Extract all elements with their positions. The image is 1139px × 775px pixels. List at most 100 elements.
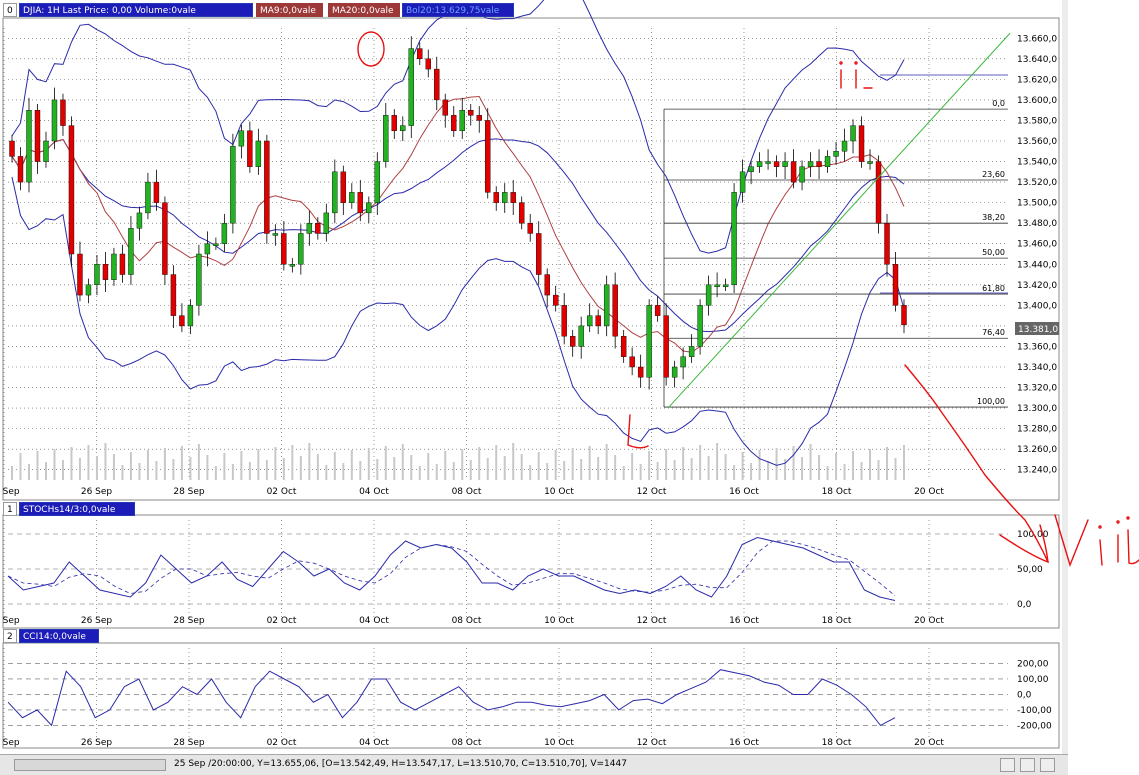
candle-body <box>332 171 338 214</box>
price-x-tick: 04 Oct <box>359 487 389 497</box>
candle-body <box>493 192 499 203</box>
candle-body <box>773 161 780 167</box>
fib-level-label: 61,80 <box>982 284 1005 293</box>
candle-body <box>34 109 41 162</box>
ma9-legend[interactable]: MA9:0,0vale <box>256 3 323 17</box>
price-x-tick: 18 Oct <box>822 487 852 497</box>
volume-bar <box>495 445 498 480</box>
candle-body <box>527 222 533 234</box>
volume-bar <box>452 462 455 480</box>
volume-bar <box>716 443 719 480</box>
volume-bar <box>121 465 124 480</box>
candle-body <box>790 161 797 183</box>
candle-body <box>204 243 211 255</box>
last-price-label: 13.381,0 <box>1018 325 1058 335</box>
candle-body <box>255 140 262 167</box>
candle-body <box>247 130 253 167</box>
price-y-tick: 13.540,0 <box>1017 158 1057 168</box>
cci-x-tick: 12 Oct <box>637 738 667 748</box>
circle-annotation <box>357 31 385 67</box>
price-y-tick: 13.600,0 <box>1017 96 1057 106</box>
price-y-tick: 13.520,0 <box>1017 178 1057 188</box>
instrument-title[interactable]: DJIA: 1H Last Price: 0,00 Volume:0vale <box>19 3 253 17</box>
candle-body <box>782 161 788 167</box>
candle-body <box>281 233 287 265</box>
stoch-y-tick: 100,00 <box>1017 530 1049 540</box>
candle-body <box>799 166 805 183</box>
candle-body <box>586 315 593 327</box>
cci-x-tick: 10 Oct <box>544 738 574 748</box>
volume-bar <box>758 450 761 480</box>
bol20-legend[interactable]: Bol20:13.629,75vale <box>402 3 514 17</box>
horizontal-scrollbar[interactable] <box>14 759 166 771</box>
cci-x-tick: 20 Oct <box>914 738 944 748</box>
cci-title[interactable]: CCI14:0,0vale <box>19 629 99 643</box>
candle-body <box>544 274 550 296</box>
volume-bar <box>597 457 600 480</box>
volume-bar <box>784 459 787 480</box>
volume-bar <box>27 464 30 480</box>
volume-bar <box>410 455 413 480</box>
stoch-x-tick: 08 Oct <box>452 616 482 626</box>
volume-bar <box>486 458 489 480</box>
volume-bar <box>104 443 107 480</box>
candle-body <box>374 161 380 203</box>
volume-bar <box>87 445 90 480</box>
status-text: 25 Sep /20:00:00, Y=13.655,06, [O=13.542… <box>174 759 627 769</box>
volume-bar <box>265 460 268 480</box>
volume-bar <box>155 461 158 480</box>
scroll-end-button[interactable] <box>1040 758 1055 772</box>
volume-bar <box>860 462 863 480</box>
volume-bar <box>775 448 778 480</box>
cci-y-tick: -100,00 <box>1017 706 1052 716</box>
candle-body <box>162 202 168 275</box>
price-y-tick: 13.400,0 <box>1017 301 1057 311</box>
volume-bar <box>886 447 889 480</box>
stoch-x-tick: 28 Sep <box>173 616 205 626</box>
candle-body <box>739 171 746 193</box>
candle-body <box>765 161 771 164</box>
candle-body <box>680 356 686 368</box>
candle-body <box>502 192 508 203</box>
candle-body <box>561 305 567 337</box>
scroll-right-button[interactable] <box>1020 758 1035 772</box>
volume-bar <box>146 450 149 480</box>
stoch-title[interactable]: STOCHs14/3:0,0vale <box>19 502 135 516</box>
panel-index-1[interactable]: 1 <box>3 502 17 516</box>
scroll-left-button[interactable] <box>1000 758 1015 772</box>
volume-bar <box>36 451 39 480</box>
fib-level-label: 50,00 <box>982 248 1005 257</box>
candle-body <box>892 264 899 306</box>
volume-bar <box>665 449 668 480</box>
volume-bar <box>818 455 821 480</box>
status-bar: 25 Sep /20:00:00, Y=13.655,06, [O=13.542… <box>0 754 1068 775</box>
stoch-x-tick: 20 Oct <box>914 616 944 626</box>
candle-body <box>756 161 763 167</box>
volume-bar <box>639 464 642 480</box>
candle-body <box>451 115 457 131</box>
volume-bar <box>554 450 557 480</box>
volume-bar <box>656 462 659 480</box>
stoch-x-tick: 26 Sep <box>81 616 113 626</box>
volume-bar <box>325 465 328 480</box>
volume-bar <box>750 463 753 480</box>
volume-bar <box>350 450 353 480</box>
candle-body <box>578 325 584 347</box>
ma20-legend[interactable]: MA20:0,0vale <box>328 3 400 17</box>
price-y-tick: 13.660,0 <box>1017 34 1057 44</box>
volume-bar <box>648 451 651 480</box>
candle-body <box>357 192 364 214</box>
volume-bar <box>843 464 846 480</box>
volume-bar <box>19 453 22 480</box>
candle-body <box>179 315 185 327</box>
price-y-tick: 13.640,0 <box>1017 55 1057 65</box>
right-scroll-edge[interactable] <box>1062 0 1068 774</box>
candle-body <box>230 145 236 224</box>
volume-bar <box>129 452 132 480</box>
panel-index-0[interactable]: 0 <box>3 3 17 17</box>
viii-dot-2 <box>1116 520 1120 524</box>
panel-index-2[interactable]: 2 <box>3 629 17 643</box>
volume-bar <box>571 448 574 480</box>
candle-body <box>85 284 92 296</box>
